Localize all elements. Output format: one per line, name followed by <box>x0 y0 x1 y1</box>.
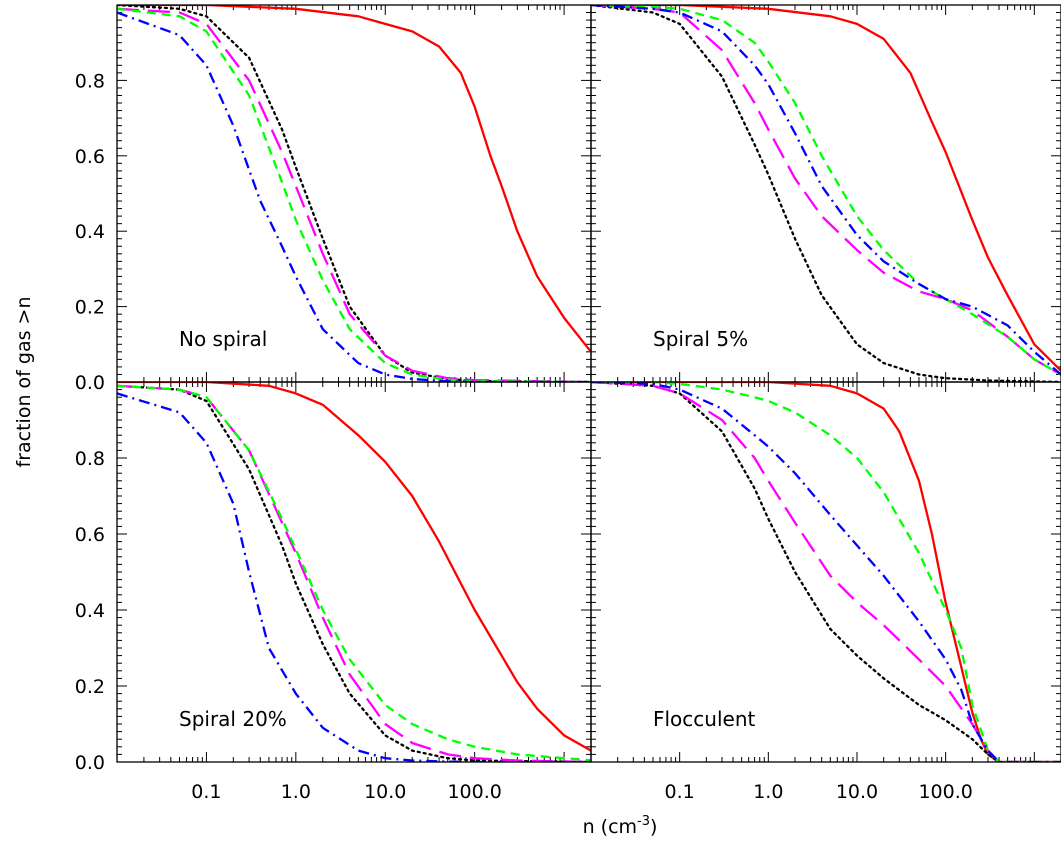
series-line-dotted <box>117 5 591 382</box>
panel-label: Spiral 20% <box>179 707 287 731</box>
panel-bottom-left: Spiral 20% 0.0 0.2 0.4 0.6 0.8 0.1 1.0 10.0 100.0 <box>75 381 592 803</box>
y-tick-label: 0.8 <box>75 448 105 470</box>
panel-ticks <box>590 381 1061 763</box>
series-line-short-dash <box>117 7 591 382</box>
y-tick-label: 0.0 <box>75 372 105 394</box>
panel-label: Flocculent <box>653 707 756 731</box>
x-tick-label: 1.0 <box>281 781 311 803</box>
panel-series <box>591 5 1061 382</box>
y-tick-label: 0.2 <box>75 297 105 319</box>
y-tick-label: 0.0 <box>75 752 105 774</box>
series-line-long-dash <box>591 5 1061 376</box>
y-axis-title: fraction of gas >n <box>13 297 35 468</box>
x-axis-title-superscript: -3 <box>637 814 650 829</box>
series-line-dotted <box>591 5 1061 382</box>
panels: No spiral 0.0 0.2 0.4 0.6 0.8 Spiral 5% Spiral … <box>75 4 1061 803</box>
panel-series <box>117 5 591 382</box>
panel-label: No spiral <box>179 327 267 351</box>
series-line-solid <box>591 5 1061 372</box>
y-tick-label: 0.8 <box>75 70 105 92</box>
series-line-long-dash <box>117 384 591 762</box>
x-tick-label: 1.0 <box>753 781 783 803</box>
y-tick-label: 0.4 <box>75 221 105 243</box>
y-tick-label: 0.6 <box>75 146 105 168</box>
series-line-long-dash <box>591 382 1061 762</box>
x-tick-label: 100.0 <box>918 781 972 803</box>
series-line-dash-dot <box>117 11 591 382</box>
panel-frame <box>590 381 1061 763</box>
panel-frame <box>116 4 592 383</box>
y-tick-label: 0.2 <box>75 676 105 698</box>
series-line-solid <box>117 382 591 752</box>
panel-series <box>591 382 1061 762</box>
series-line-solid <box>591 382 1061 762</box>
series-line-long-dash <box>117 7 591 382</box>
x-tick-label: 0.1 <box>665 781 695 803</box>
panel-ticks <box>116 381 592 763</box>
series-line-dash-dot <box>591 382 1061 762</box>
y-tick-label: 0.4 <box>75 600 105 622</box>
panel-frame <box>116 381 592 763</box>
series-line-dash-dot <box>591 5 1061 376</box>
x-tick-label: 0.1 <box>191 781 221 803</box>
x-tick-label: 10.0 <box>364 781 406 803</box>
y-tick-label: 0.6 <box>75 524 105 546</box>
x-axis-title: n (cm-3) <box>583 814 658 838</box>
x-axis-title-close: ) <box>650 816 657 838</box>
panel-top-right: Spiral 5% <box>590 4 1061 383</box>
x-axis-title-main: n (cm <box>583 816 637 838</box>
x-tick-label: 100.0 <box>447 781 501 803</box>
panel-series <box>117 382 591 762</box>
panel-bottom-right: Flocculent 0.1 1.0 10.0 100.0 <box>590 381 1061 803</box>
panel-top-left: No spiral 0.0 0.2 0.4 0.6 0.8 <box>75 4 592 394</box>
series-line-dash-dot <box>117 392 591 762</box>
series-line-solid <box>117 5 591 353</box>
series-line-short-dash <box>117 384 591 762</box>
series-line-dotted <box>591 382 1061 762</box>
panel-label: Spiral 5% <box>653 327 748 351</box>
series-line-short-dash <box>591 5 1061 376</box>
series-line-dotted <box>117 384 591 762</box>
panel-ticks <box>116 4 592 383</box>
series-line-short-dash <box>591 382 1061 762</box>
x-tick-label: 10.0 <box>836 781 878 803</box>
